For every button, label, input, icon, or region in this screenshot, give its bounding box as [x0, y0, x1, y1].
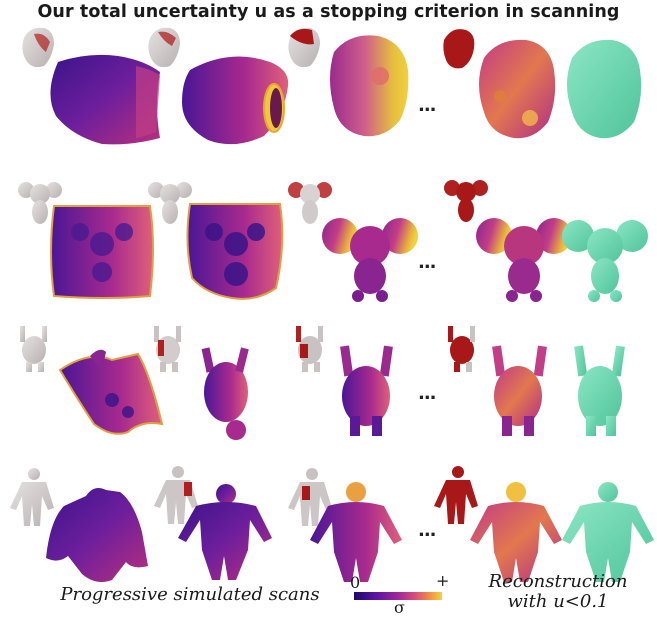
- head-partial-scan-3: [330, 35, 409, 137]
- row-human: [10, 466, 654, 582]
- mouse-reconstruction: [562, 220, 648, 302]
- ellipsis-row-2: ...: [418, 252, 436, 273]
- head-partial-scan-1: [50, 54, 160, 145]
- mouse-scan-thumb-3: [288, 182, 332, 224]
- human-partial-scan-1: [46, 488, 148, 582]
- monster-scan-thumb-3: [296, 326, 323, 372]
- monster-partial-scan-2: [201, 347, 249, 440]
- monster-partial-scan-3: [340, 345, 393, 436]
- colorbar-min-label: 0: [350, 573, 361, 592]
- monster-partial-scan-4: [492, 345, 547, 436]
- row-monster: [20, 326, 625, 440]
- head-reconstruction: [567, 39, 642, 139]
- monster-scan-thumb-2: [154, 326, 181, 372]
- monster-scan-thumb-4: [448, 326, 475, 372]
- caption-reconstruction-line1: Reconstruction: [488, 571, 628, 592]
- human-partial-scan-2: [178, 484, 272, 580]
- figure-title: Our total uncertainty u as a stopping cr…: [37, 2, 620, 22]
- head-scan-thumb-4: [443, 29, 475, 69]
- caption-reconstruction-line2: with u<0.1: [507, 591, 609, 612]
- ellipsis-row-4: ...: [418, 520, 436, 541]
- colorbar: [354, 592, 442, 600]
- ellipsis-row-3: ...: [418, 383, 436, 404]
- mouse-scan-thumb-2: [148, 182, 192, 224]
- mouse-scan-thumb-1: [18, 182, 62, 224]
- human-scan-thumb-2: [154, 466, 198, 524]
- human-scan-thumb-3: [288, 468, 332, 526]
- mouse-partial-scan-3: [322, 218, 418, 302]
- mouse-partial-scan-4: [476, 218, 572, 302]
- row-mouse: [18, 180, 648, 302]
- monster-reconstruction: [574, 345, 625, 436]
- colorbar-sigma-label: σ: [394, 598, 405, 617]
- ellipsis-row-1: ...: [418, 95, 436, 116]
- human-reconstruction: [562, 482, 654, 582]
- head-partial-scan-4: [479, 39, 556, 139]
- human-partial-scan-3: [310, 482, 402, 582]
- human-partial-scan-4: [470, 482, 562, 582]
- caption-progressive-scans: Progressive simulated scans: [60, 584, 320, 605]
- head-partial-scan-2: [182, 56, 289, 145]
- mouse-scan-thumb-4: [444, 180, 488, 222]
- head-scan-thumb-1: [22, 27, 54, 68]
- row-head: [22, 27, 642, 145]
- monster-scan-thumb-1: [20, 326, 47, 372]
- human-scan-thumb-4: [434, 466, 478, 524]
- human-scan-thumb-1: [10, 468, 54, 526]
- colorbar-max-label: +: [436, 571, 450, 590]
